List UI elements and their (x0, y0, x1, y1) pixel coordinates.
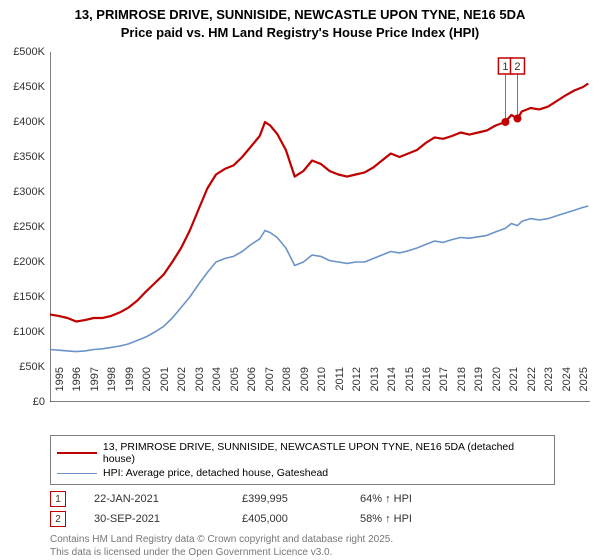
y-axis-label: £300K (13, 186, 45, 198)
y-axis-label: £50K (19, 361, 45, 373)
legend-label: 13, PRIMROSE DRIVE, SUNNISIDE, NEWCASTLE… (103, 441, 548, 465)
marker-price: £399,995 (242, 493, 332, 505)
x-axis-label: 2008 (281, 367, 293, 407)
x-axis-label: 1998 (106, 367, 118, 407)
x-axis-label: 2020 (491, 367, 503, 407)
series-hpi (50, 206, 588, 352)
y-axis-label: £500K (13, 46, 45, 58)
x-axis-label: 1997 (89, 367, 101, 407)
marker-badge: 2 (50, 511, 66, 527)
y-axis-label: £0 (33, 396, 45, 408)
x-axis-label: 2023 (543, 367, 555, 407)
x-axis-label: 2003 (194, 367, 206, 407)
y-axis-label: £150K (13, 291, 45, 303)
chart-title: 13, PRIMROSE DRIVE, SUNNISIDE, NEWCASTLE… (0, 0, 600, 42)
x-axis-label: 2025 (578, 367, 590, 407)
y-axis-label: £450K (13, 81, 45, 93)
x-axis-label: 2011 (334, 367, 346, 407)
x-axis-label: 2015 (404, 367, 416, 407)
marker-row: 2 30-SEP-2021 £405,000 58% ↑ HPI (50, 509, 555, 529)
x-axis-label: 2017 (438, 367, 450, 407)
marker-hpi-delta: 64% ↑ HPI (360, 493, 412, 505)
marker-row: 1 22-JAN-2021 £399,995 64% ↑ HPI (50, 489, 555, 509)
legend: 13, PRIMROSE DRIVE, SUNNISIDE, NEWCASTLE… (50, 435, 555, 485)
x-axis-label: 2005 (229, 367, 241, 407)
x-axis-label: 2021 (508, 367, 520, 407)
y-axis-label: £350K (13, 151, 45, 163)
marker-dot (513, 115, 521, 123)
x-axis-label: 2006 (246, 367, 258, 407)
marker-callout-number: 2 (514, 61, 520, 73)
x-axis-label: 2022 (526, 367, 538, 407)
x-axis-label: 2007 (264, 367, 276, 407)
x-axis-label: 1999 (124, 367, 136, 407)
x-axis-label: 2000 (141, 367, 153, 407)
x-axis-label: 2010 (316, 367, 328, 407)
x-axis-label: 2004 (211, 367, 223, 407)
y-axis-label: £100K (13, 326, 45, 338)
marker-badge: 1 (50, 491, 66, 507)
marker-price: £405,000 (242, 513, 332, 525)
x-axis-label: 2018 (456, 367, 468, 407)
y-axis-label: £250K (13, 221, 45, 233)
x-axis-label: 2014 (386, 367, 398, 407)
marker-callout-number: 1 (502, 61, 508, 73)
title-line-2: Price paid vs. HM Land Registry's House … (0, 24, 600, 42)
marker-table: 1 22-JAN-2021 £399,995 64% ↑ HPI 2 30-SE… (50, 489, 555, 529)
x-axis-label: 2024 (561, 367, 573, 407)
x-axis-label: 2019 (473, 367, 485, 407)
y-axis-label: £400K (13, 116, 45, 128)
x-axis-label: 2016 (421, 367, 433, 407)
chart-area: 12 £0 £50K £100K £150K £200K £250K £300K £350K £… (0, 42, 600, 432)
x-axis-label: 2009 (299, 367, 311, 407)
legend-swatch (57, 452, 97, 454)
y-axis-label: £200K (13, 256, 45, 268)
marker-dot (501, 118, 509, 126)
marker-hpi-delta: 58% ↑ HPI (360, 513, 412, 525)
x-axis-label: 1996 (71, 367, 83, 407)
marker-date: 30-SEP-2021 (94, 513, 214, 525)
legend-item-hpi: HPI: Average price, detached house, Gate… (57, 466, 548, 480)
legend-swatch (57, 473, 97, 474)
legend-item-price-paid: 13, PRIMROSE DRIVE, SUNNISIDE, NEWCASTLE… (57, 440, 548, 466)
x-axis-label: 2012 (351, 367, 363, 407)
credit-line-1: Contains HM Land Registry data © Crown c… (50, 533, 555, 546)
title-line-1: 13, PRIMROSE DRIVE, SUNNISIDE, NEWCASTLE… (0, 6, 600, 24)
x-axis-label: 2013 (369, 367, 381, 407)
credit-line-2: This data is licensed under the Open Gov… (50, 546, 555, 559)
credit: Contains HM Land Registry data © Crown c… (50, 533, 555, 559)
marker-date: 22-JAN-2021 (94, 493, 214, 505)
x-axis-label: 1995 (54, 367, 66, 407)
legend-label: HPI: Average price, detached house, Gate… (103, 467, 328, 479)
x-axis-label: 2002 (176, 367, 188, 407)
line-chart: 12 (50, 52, 590, 402)
x-axis-label: 2001 (159, 367, 171, 407)
